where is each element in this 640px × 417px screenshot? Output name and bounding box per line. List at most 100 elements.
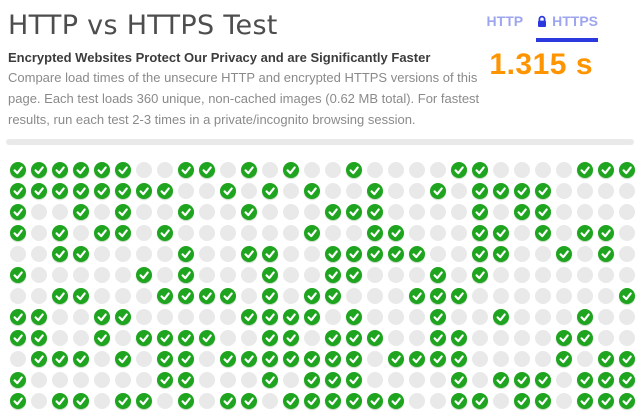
check-icon: [538, 397, 548, 406]
image-slot-empty: [618, 203, 635, 220]
image-slot-loaded: [135, 392, 152, 409]
image-slot-empty: [492, 329, 509, 346]
image-slot-loaded: [9, 203, 26, 220]
image-slot-empty: [366, 287, 383, 304]
image-slot-loaded: [93, 308, 110, 325]
image-slot-empty: [51, 329, 68, 346]
image-slot-empty: [9, 245, 26, 262]
check-icon: [160, 292, 170, 301]
check-icon: [580, 166, 590, 175]
tab-http[interactable]: HTTP: [487, 13, 524, 42]
image-slot-loaded: [555, 245, 572, 262]
image-slot-loaded: [93, 329, 110, 346]
image-slot-empty: [492, 392, 509, 409]
check-icon: [475, 187, 485, 196]
image-slot-empty: [450, 308, 467, 325]
image-slot-loaded: [240, 203, 257, 220]
image-slot-loaded: [576, 392, 593, 409]
image-slot-loaded: [51, 392, 68, 409]
image-slot-loaded: [51, 224, 68, 241]
image-slot-empty: [471, 308, 488, 325]
image-slot-empty: [240, 182, 257, 199]
check-icon: [13, 313, 23, 322]
image-slot-loaded: [324, 203, 341, 220]
image-slot-loaded: [450, 392, 467, 409]
image-slot-loaded: [156, 224, 173, 241]
check-icon: [97, 187, 107, 196]
image-slot-loaded: [156, 371, 173, 388]
tab-https[interactable]: HTTPS: [536, 13, 598, 42]
image-slot-loaded: [471, 224, 488, 241]
check-icon: [412, 292, 422, 301]
check-icon: [181, 292, 191, 301]
check-icon: [139, 271, 149, 280]
image-slot-empty: [282, 266, 299, 283]
image-slot-empty: [555, 392, 572, 409]
image-slot-empty: [492, 203, 509, 220]
image-slot-empty: [135, 308, 152, 325]
check-icon: [265, 292, 275, 301]
image-slot-empty: [576, 245, 593, 262]
check-icon: [265, 271, 275, 280]
check-icon: [391, 355, 401, 364]
check-icon: [97, 229, 107, 238]
check-icon: [286, 166, 296, 175]
check-icon: [433, 313, 443, 322]
image-slot-loaded: [135, 182, 152, 199]
check-icon: [118, 208, 128, 217]
image-slot-loaded: [492, 245, 509, 262]
image-slot-loaded: [387, 224, 404, 241]
check-icon: [454, 292, 464, 301]
image-slot-loaded: [261, 182, 278, 199]
image-slot-empty: [408, 161, 425, 178]
check-icon: [580, 376, 590, 385]
image-slot-empty: [387, 371, 404, 388]
image-slot-empty: [513, 224, 530, 241]
image-slot-loaded: [282, 329, 299, 346]
image-slot-empty: [219, 371, 236, 388]
image-slot-empty: [429, 392, 446, 409]
check-icon: [328, 355, 338, 364]
check-icon: [118, 397, 128, 406]
image-slot-empty: [51, 308, 68, 325]
check-icon: [97, 166, 107, 175]
check-icon: [55, 187, 65, 196]
check-icon: [391, 229, 401, 238]
description-body: Compare load times of the unsecure HTTP …: [8, 70, 480, 127]
image-slot-loaded: [282, 392, 299, 409]
image-slot-loaded: [597, 350, 614, 367]
image-slot-empty: [513, 245, 530, 262]
check-icon: [475, 166, 485, 175]
image-slot-loaded: [72, 287, 89, 304]
check-icon: [328, 271, 338, 280]
image-slot-loaded: [366, 329, 383, 346]
check-icon: [244, 313, 254, 322]
image-slot-empty: [429, 224, 446, 241]
image-slot-empty: [534, 245, 551, 262]
check-icon: [265, 376, 275, 385]
check-icon: [55, 292, 65, 301]
image-slot-empty: [555, 224, 572, 241]
image-slot-loaded: [450, 371, 467, 388]
image-slot-empty: [345, 182, 362, 199]
check-icon: [13, 187, 23, 196]
image-slot-empty: [618, 224, 635, 241]
image-slot-loaded: [177, 350, 194, 367]
image-slot-loaded: [597, 161, 614, 178]
check-icon: [34, 313, 44, 322]
image-slot-empty: [72, 308, 89, 325]
image-slot-loaded: [219, 287, 236, 304]
check-icon: [202, 334, 212, 343]
check-icon: [454, 334, 464, 343]
image-slot-loaded: [534, 392, 551, 409]
image-slot-empty: [30, 266, 47, 283]
check-icon: [34, 355, 44, 364]
image-slot-empty: [198, 203, 215, 220]
image-slot-empty: [324, 182, 341, 199]
image-slot-loaded: [576, 161, 593, 178]
check-icon: [160, 334, 170, 343]
image-slot-empty: [324, 308, 341, 325]
image-slot-loaded: [9, 371, 26, 388]
image-slot-empty: [471, 287, 488, 304]
image-slot-empty: [555, 371, 572, 388]
